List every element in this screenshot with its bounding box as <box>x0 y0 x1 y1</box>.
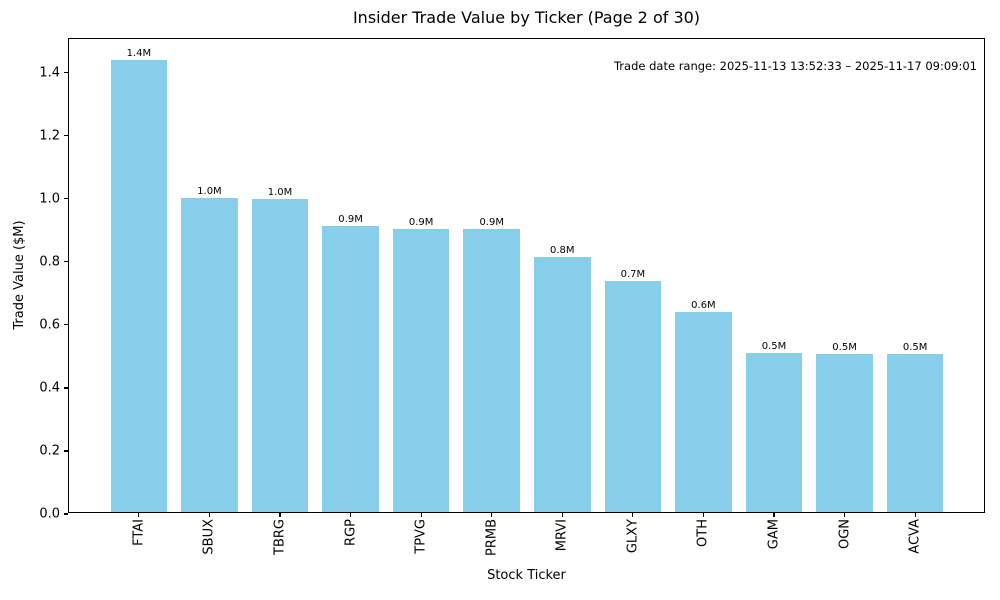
y-tick-label-0.6: 0.6 <box>39 317 60 333</box>
x-tick-mark <box>702 513 704 517</box>
bar-value-label: 0.7M <box>620 268 646 280</box>
y-tick-mark <box>64 135 68 137</box>
y-tick-mark <box>64 387 68 389</box>
bar-value-label: 0.9M <box>338 213 363 225</box>
bar-value-label: 0.9M <box>479 217 504 229</box>
x-tick-mark <box>208 513 211 517</box>
x-tick-mark <box>491 513 493 517</box>
bar-PRMB <box>463 229 520 512</box>
x-tick-label-PRMB: PRMB <box>484 519 500 557</box>
y-tick-mark <box>64 324 68 326</box>
x-tick-mark <box>843 513 846 517</box>
x-tick-label-OGN: OGN <box>837 519 853 550</box>
x-tick-mark <box>349 513 352 517</box>
bar-FTAI <box>110 59 168 512</box>
x-tick-mark <box>279 513 281 517</box>
bar-MRVI <box>534 256 591 512</box>
bar-OTH <box>675 311 732 512</box>
x-tick-label-SBUX: SBUX <box>201 519 217 555</box>
x-tick-label-ACVA: ACVA <box>907 519 923 554</box>
y-tick-label-0.2: 0.2 <box>39 443 60 459</box>
bar-value-label: 0.8M <box>550 244 575 256</box>
bar-value-label: 1.4M <box>126 47 152 59</box>
bar-OGN <box>816 354 873 512</box>
bar-value-label: 0.9M <box>408 217 434 229</box>
plot-area: 1.4M 1.0M 1.0M 0.9M 0.9M 0.9M 0.8M 0.7M 0.6M 0.5M… <box>39 38 985 556</box>
date-range-annotation: Trade date range: 2025-11-13 13:52:33 – … <box>613 59 977 73</box>
x-tick-label-GAM: GAM <box>766 519 782 550</box>
x-tick-label-GLXY: GLXY <box>625 519 641 554</box>
y-tick-mark <box>64 513 68 515</box>
bar-RGP <box>322 225 379 512</box>
y-tick-mark <box>64 261 68 263</box>
bar-SBUX <box>181 198 238 512</box>
y-tick-mark <box>64 72 68 74</box>
y-axis-label: Trade Value ($M) <box>12 220 27 330</box>
y-tick-mark <box>64 450 68 452</box>
x-tick-label-OTH: OTH <box>695 519 711 547</box>
y-tick-label-0.8: 0.8 <box>39 254 60 270</box>
x-tick-mark <box>138 513 140 517</box>
x-tick-mark <box>632 513 634 517</box>
bar-ACVA <box>886 353 944 512</box>
bar-value-label: 1.0M <box>197 186 222 198</box>
bar-value-label: 0.5M <box>761 340 787 352</box>
y-tick-label-0.0: 0.0 <box>39 506 60 522</box>
y-tick-mark <box>64 198 68 200</box>
x-tick-label-MRVI: MRVI <box>554 519 570 552</box>
x-tick-mark <box>914 513 916 517</box>
y-tick-label-1.0: 1.0 <box>39 191 60 207</box>
x-axis-label: Stock Ticker <box>487 568 566 583</box>
y-tick-label-1.2: 1.2 <box>39 128 60 144</box>
y-tick-label-0.4: 0.4 <box>39 380 60 396</box>
x-tick-mark <box>773 513 775 517</box>
bar-TPVG <box>392 229 450 512</box>
bar-GAM <box>745 352 803 512</box>
bar-GLXY <box>604 280 662 512</box>
x-tick-label-FTAI: FTAI <box>131 519 147 546</box>
x-tick-mark <box>420 513 422 517</box>
bar-TBRG <box>251 199 309 512</box>
bar-value-label: 0.6M <box>691 299 716 311</box>
bar-value-label: 0.5M <box>902 341 928 353</box>
chart-title: Insider Trade Value by Ticker (Page 2 of… <box>352 8 701 27</box>
bar-value-label: 0.5M <box>832 342 857 354</box>
x-tick-label-RGP: RGP <box>343 519 359 546</box>
x-tick-label-TPVG: TPVG <box>413 519 429 554</box>
bar-value-label: 1.0M <box>267 187 293 199</box>
y-tick-label-1.4: 1.4 <box>39 65 60 81</box>
x-tick-label-TBRG: TBRG <box>272 519 288 555</box>
x-tick-mark <box>561 513 563 517</box>
bars-layer: 1.4M 1.0M 1.0M 0.9M 0.9M 0.9M 0.8M 0.7M 0.6M 0.5M… <box>69 39 984 512</box>
